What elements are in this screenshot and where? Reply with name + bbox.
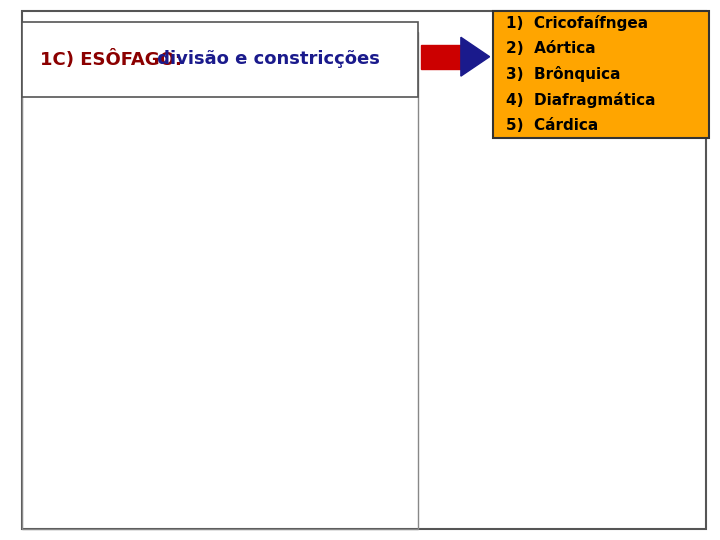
Text: 1)  Cricofaífngea: 1) Cricofaífngea (506, 16, 648, 31)
Text: 1C) ESÔFAGO:: 1C) ESÔFAGO: (40, 50, 181, 69)
Text: divisão e constricções: divisão e constricções (151, 50, 380, 69)
Text: 3)  Brônquica: 3) Brônquica (506, 66, 621, 82)
Polygon shape (461, 37, 490, 76)
Text: 5)  Cárdica: 5) Cárdica (506, 118, 598, 132)
Text: 2)  Aórtica: 2) Aórtica (506, 42, 595, 56)
FancyBboxPatch shape (22, 22, 418, 97)
Bar (421, 45, 461, 69)
Text: 4)  Diafragmática: 4) Diafragmática (506, 92, 656, 107)
FancyBboxPatch shape (493, 11, 709, 138)
